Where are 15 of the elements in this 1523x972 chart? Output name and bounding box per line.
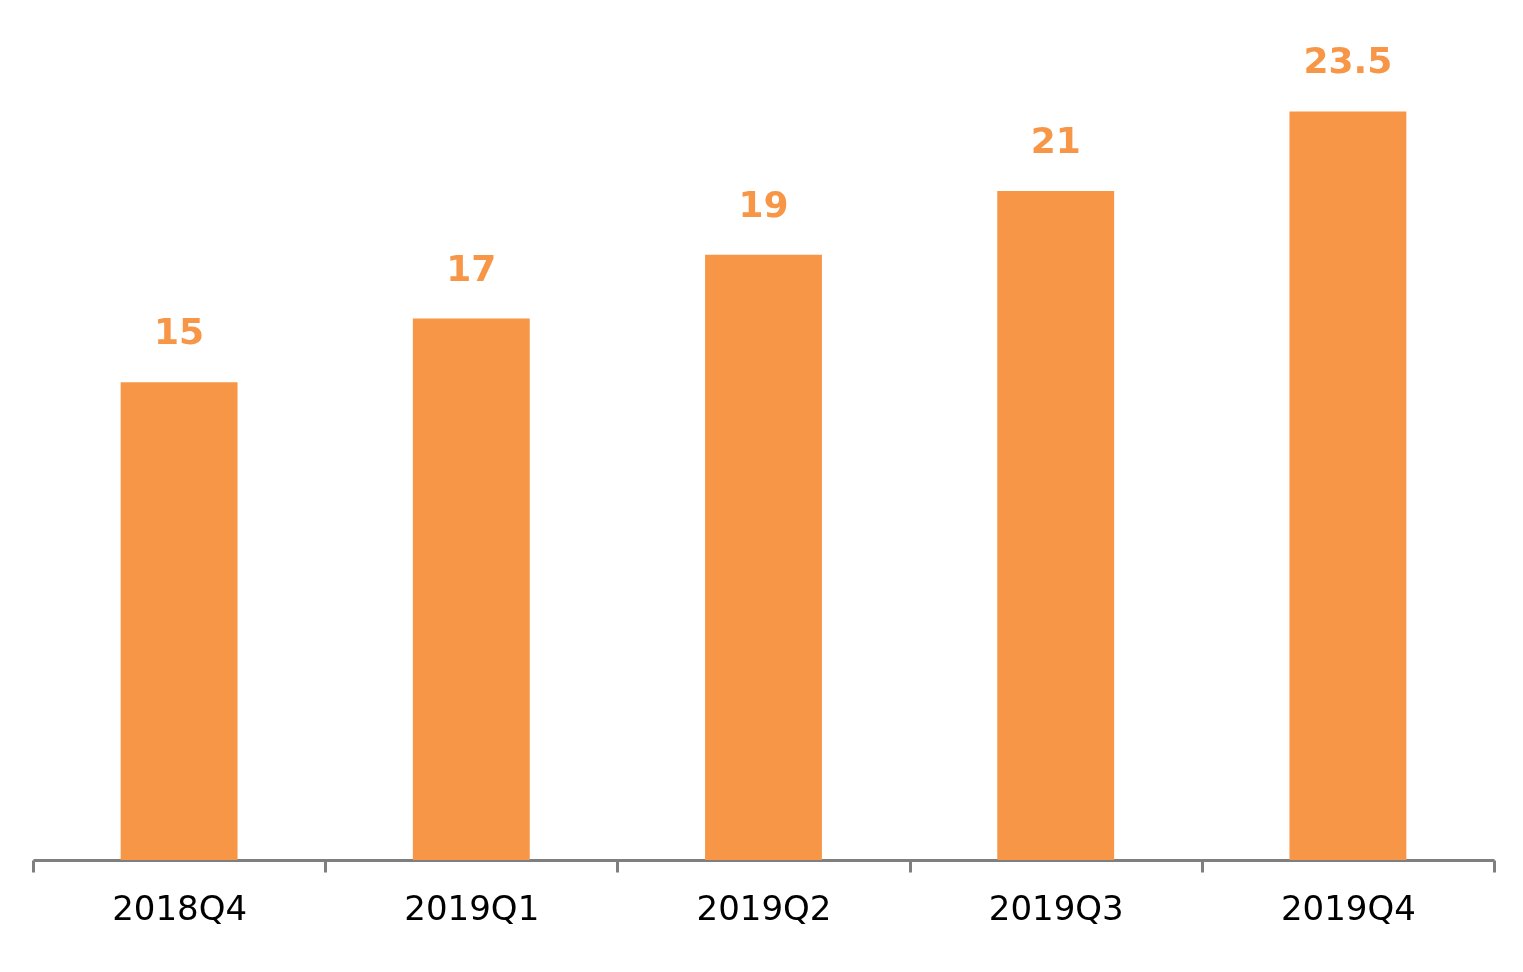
bar [997, 191, 1115, 860]
data-label: 21 [1030, 120, 1081, 162]
data-label: 19 [738, 183, 789, 225]
x-tick-label: 2019Q2 [696, 887, 832, 928]
bar [1289, 111, 1407, 860]
x-tick-label: 2018Q4 [112, 887, 248, 928]
data-label: 23.5 [1303, 40, 1393, 82]
bar [120, 382, 238, 860]
data-label: 15 [154, 311, 205, 353]
bar [705, 254, 822, 860]
bar [412, 318, 530, 860]
x-tick-label: 2019Q1 [404, 887, 540, 928]
x-tick-label: 2019Q3 [988, 887, 1124, 928]
x-tick-label: 2019Q4 [1280, 887, 1416, 928]
data-label: 17 [446, 247, 497, 289]
